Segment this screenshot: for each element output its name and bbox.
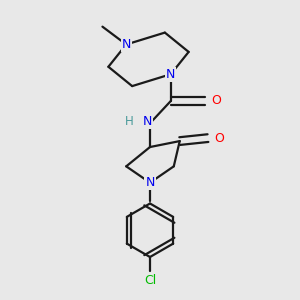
Text: N: N [145,176,155,189]
Text: Cl: Cl [144,274,156,287]
Text: O: O [214,132,224,145]
Text: H: H [125,115,134,128]
Text: N: N [166,68,176,81]
Text: N: N [122,38,131,51]
Text: O: O [211,94,221,107]
Text: N: N [142,115,152,128]
